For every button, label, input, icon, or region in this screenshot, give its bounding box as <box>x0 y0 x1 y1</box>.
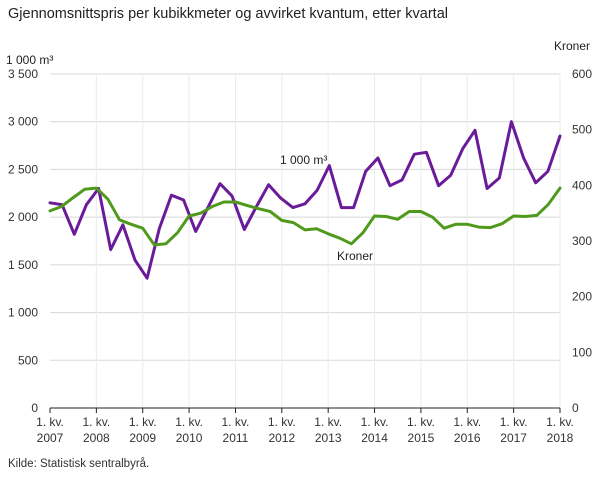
right-tick-label: 600 <box>572 67 592 81</box>
x-tick-label-year: 2016 <box>454 431 481 445</box>
left-tick-label: 3 500 <box>8 67 38 81</box>
x-tick-label-year: 2017 <box>500 431 527 445</box>
x-tick-label-quarter: 1. kv. <box>314 415 342 429</box>
x-tick-label-quarter: 1. kv. <box>36 415 64 429</box>
left-tick-label: 2 000 <box>8 210 38 224</box>
right-axis-ticks: 0 100 200 300 400 500 600 <box>572 67 592 415</box>
source-note: Kilde: Statistisk sentralbyrå. <box>8 458 150 470</box>
x-tick-label-year: 2015 <box>408 431 435 445</box>
x-tick-label-year: 2011 <box>223 431 249 445</box>
right-tick-label: 100 <box>572 345 592 359</box>
x-tick-label-year: 2007 <box>37 431 64 445</box>
left-tick-label: 1 500 <box>8 258 38 272</box>
x-axis-ticks: 1. kv. 2007 1. kv. 2008 1. kv. 2009 1. kv. 2010… <box>36 408 574 445</box>
series-annotation-kroner: Kroner <box>337 249 373 263</box>
right-tick-label: 500 <box>572 123 592 137</box>
x-tick-label-year: 2018 <box>547 431 574 445</box>
series-annotation-m3: 1 000 m³ <box>280 153 327 167</box>
x-tick-label-quarter: 1. kv. <box>407 415 435 429</box>
x-tick-label-quarter: 1. kv. <box>500 415 528 429</box>
series-line-m3 <box>48 120 562 280</box>
x-tick-label-quarter: 1. kv. <box>175 415 203 429</box>
x-tick-label-quarter: 1. kv. <box>82 415 110 429</box>
series-group <box>48 120 562 280</box>
x-tick-label-year: 2008 <box>83 431 110 445</box>
right-tick-label: 300 <box>572 234 592 248</box>
left-tick-label: 2 500 <box>8 162 38 176</box>
left-tick-label: 3 000 <box>8 115 38 129</box>
x-tick-label-quarter: 1. kv. <box>129 415 157 429</box>
grid-lines <box>50 73 561 408</box>
right-axis-title: Kroner <box>554 39 590 53</box>
right-tick-label: 400 <box>572 178 592 192</box>
right-tick-label: 200 <box>572 290 592 304</box>
x-tick-label-year: 2009 <box>129 431 156 445</box>
x-tick-label-year: 2010 <box>176 431 203 445</box>
left-axis-title: 1 000 m³ <box>6 53 53 67</box>
left-axis-ticks: 0 500 1 000 1 500 2 000 2 500 3 000 3 500 <box>8 67 38 415</box>
x-tick-label-quarter: 1. kv. <box>268 415 296 429</box>
right-tick-label: 0 <box>572 401 579 415</box>
left-tick-label: 0 <box>31 401 38 415</box>
x-tick-label-year: 2012 <box>268 431 295 445</box>
x-tick-label-quarter: 1. kv. <box>361 415 389 429</box>
x-tick-label-year: 2014 <box>361 431 388 445</box>
x-tick-label-quarter: 1. kv. <box>453 415 481 429</box>
chart-title: Gjennomsnittspris per kubikkmeter og avv… <box>8 6 448 22</box>
left-tick-label: 500 <box>18 353 38 367</box>
series-line-kroner <box>48 186 562 247</box>
x-tick-label-year: 2013 <box>315 431 342 445</box>
left-tick-label: 1 000 <box>8 306 38 320</box>
x-tick-label-quarter: 1. kv. <box>546 415 574 429</box>
x-tick-label-quarter: 1. kv. <box>222 415 250 429</box>
